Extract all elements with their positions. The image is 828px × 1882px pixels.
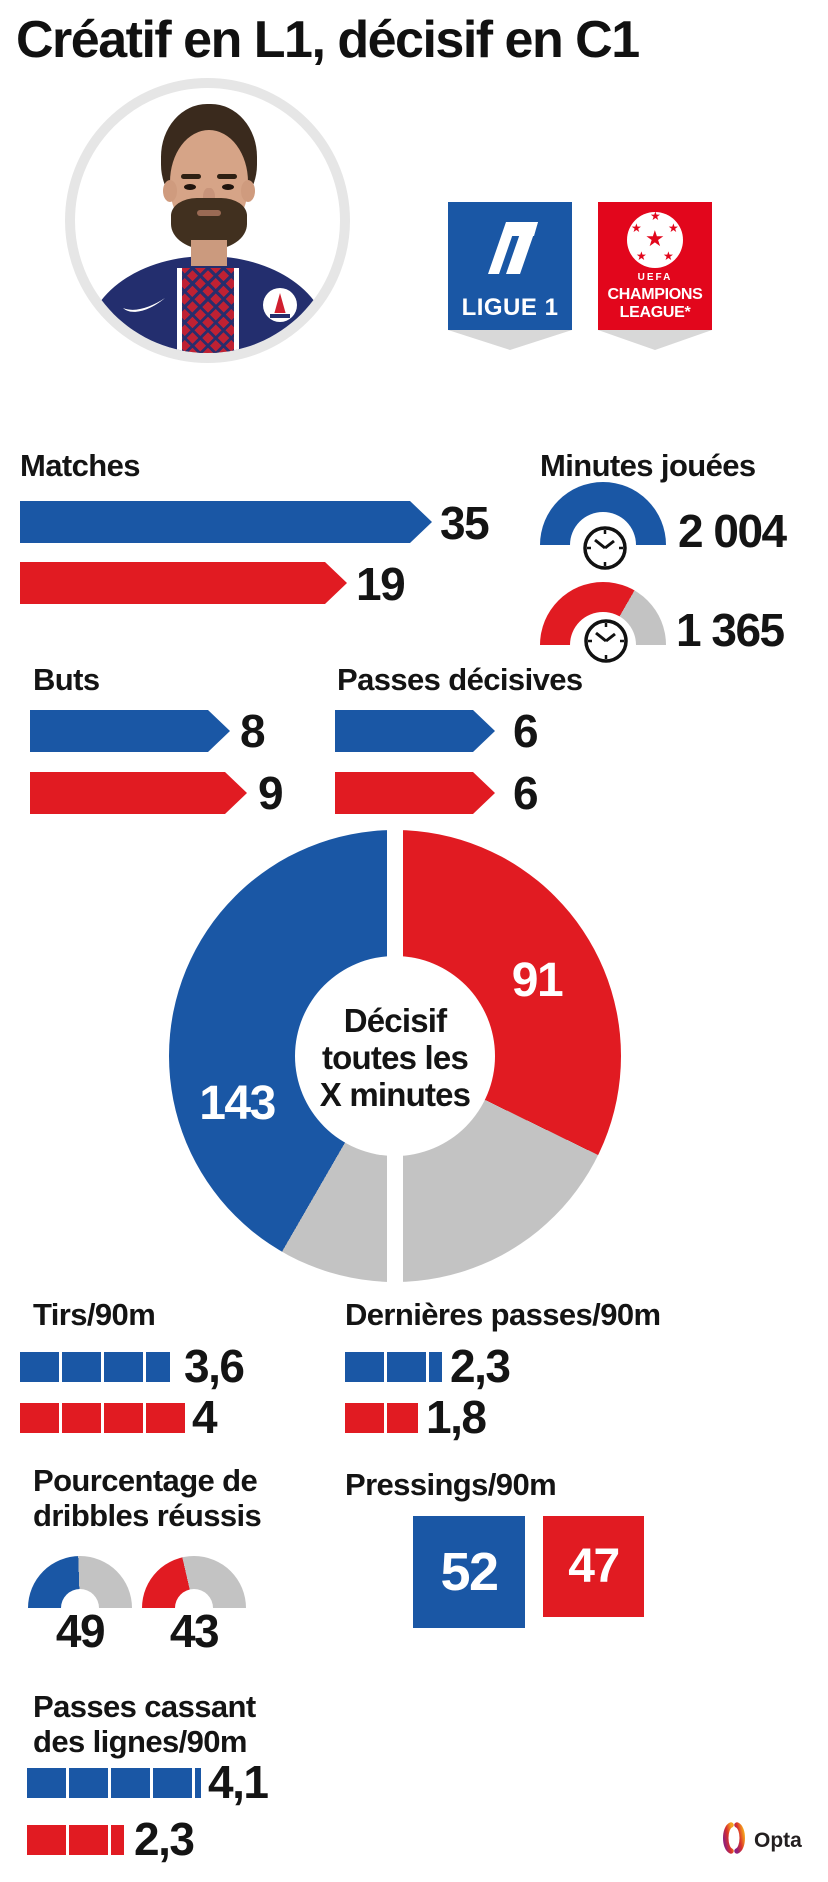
- pressings-square-c1: 47: [543, 1516, 644, 1617]
- cassant-value-c1: 2,3: [134, 1813, 195, 1865]
- matches-bar-l1: [20, 501, 432, 543]
- donut-hole: [295, 956, 495, 1156]
- dribbles-value-l1: 49: [55, 1605, 106, 1657]
- player-photo: [65, 78, 350, 363]
- ligue1-logo-tail: [448, 330, 572, 350]
- ligue1-wordmark: LIGUE 1: [461, 294, 559, 321]
- clock-icon: [584, 619, 628, 663]
- dribbles-gauge-c1: [142, 1556, 246, 1608]
- psg-crest: [263, 288, 297, 322]
- buts-value-l1: 8: [240, 705, 266, 757]
- decisive-donut-chart: Décisif toutes les X minutes 143 91: [169, 830, 621, 1282]
- donut-center-line3: X minutes: [319, 1076, 471, 1113]
- ucl-league-text: LEAGUE*: [619, 304, 691, 321]
- tirs-bar-c1: [20, 1403, 220, 1433]
- donut-value-l1: 143: [199, 1077, 276, 1130]
- opta-logo-icon: [723, 1822, 745, 1854]
- donut-value-c1: 91: [511, 954, 564, 1007]
- donut-center-text: Décisif toutes les X minutes: [285, 1002, 505, 1113]
- tirs-value-c1: 4: [192, 1391, 218, 1443]
- passes-decisives-bar-c1: [335, 772, 495, 814]
- player-brow-right: [217, 174, 237, 179]
- pressings-value-c1: 47: [568, 1540, 620, 1593]
- tirs-label: Tirs/90m: [33, 1297, 156, 1332]
- dernieres-value-l1: 2,3: [450, 1340, 511, 1392]
- opta-logo-text: Opta: [754, 1829, 802, 1852]
- player-eye-left: [184, 184, 196, 190]
- dribbles-gauge-l1: [28, 1556, 132, 1608]
- donut-center-line2: toutes les: [321, 1039, 469, 1076]
- player-brow-left: [181, 174, 201, 179]
- dernieres-value-c1: 1,8: [426, 1391, 487, 1443]
- cassant-value-l1: 4,1: [208, 1756, 269, 1808]
- matches-value-c1: 19: [356, 558, 406, 610]
- ligue1-logo: LIGUE 1: [448, 202, 572, 330]
- pressings-value-l1: 52: [440, 1542, 499, 1602]
- player-neck: [191, 240, 227, 266]
- minutes-label: Minutes jouées: [540, 448, 756, 483]
- cassant-label-line2: des lignes/90m: [33, 1724, 247, 1759]
- minutes-value-l1: 2 004: [678, 505, 787, 557]
- dribbles-label-line2: dribbles réussis: [33, 1498, 262, 1533]
- matches-value-l1: 35: [440, 497, 490, 549]
- buts-value-c1: 9: [258, 767, 284, 819]
- ucl-logo-tail: [598, 330, 712, 350]
- tirs-value-l1: 3,6: [184, 1340, 245, 1392]
- dribbles-value-c1: 43: [169, 1605, 220, 1657]
- buts-label: Buts: [33, 662, 100, 697]
- cassant-bar-c1: [27, 1825, 187, 1855]
- ucl-starball-icon: ★ ★ ★ ★ ★ ★: [627, 212, 683, 268]
- ucl-logo: ★ ★ ★ ★ ★ ★ UEFA CHAMPIONS LEAGUE*: [598, 202, 712, 330]
- cassant-label-line1: Passes cassant: [33, 1689, 256, 1724]
- tirs-bar-l1: [20, 1352, 220, 1382]
- minutes-value-c1: 1 365: [676, 604, 785, 656]
- donut-center-line1: Décisif: [343, 1002, 447, 1039]
- ucl-uefa-text: UEFA: [637, 272, 673, 283]
- dernieres-bar-c1: [345, 1403, 505, 1433]
- passes-decisives-value-c1: 6: [513, 767, 539, 819]
- buts-bar-l1: [30, 710, 230, 752]
- player-eye-right: [222, 184, 234, 190]
- dribbles-label-line1: Pourcentage de: [33, 1463, 258, 1498]
- player-mouth: [197, 210, 221, 216]
- matches-label: Matches: [20, 448, 140, 483]
- ucl-champions-text: CHAMPIONS: [607, 286, 703, 303]
- shirt-stripe-pattern: [182, 268, 234, 353]
- player-ear-right: [241, 180, 255, 202]
- buts-bar-c1: [30, 772, 247, 814]
- pressings-square-l1: 52: [413, 1516, 525, 1628]
- page-title: Créatif en L1, décisif en C1: [16, 11, 640, 69]
- passes-decisives-bar-l1: [335, 710, 495, 752]
- cassant-bar-l1: [27, 1768, 247, 1798]
- dernieres-label: Dernières passes/90m: [345, 1297, 661, 1332]
- player-ear-left: [163, 180, 177, 202]
- dernieres-bar-l1: [345, 1352, 505, 1382]
- pressings-label: Pressings/90m: [345, 1467, 557, 1502]
- passes-decisives-label: Passes décisives: [337, 662, 583, 697]
- ligue1-monogram-icon: [488, 222, 538, 274]
- passes-decisives-value-l1: 6: [513, 705, 539, 757]
- nike-swoosh-icon: [123, 298, 165, 312]
- clock-icon: [583, 526, 627, 570]
- matches-bar-c1: [20, 562, 347, 604]
